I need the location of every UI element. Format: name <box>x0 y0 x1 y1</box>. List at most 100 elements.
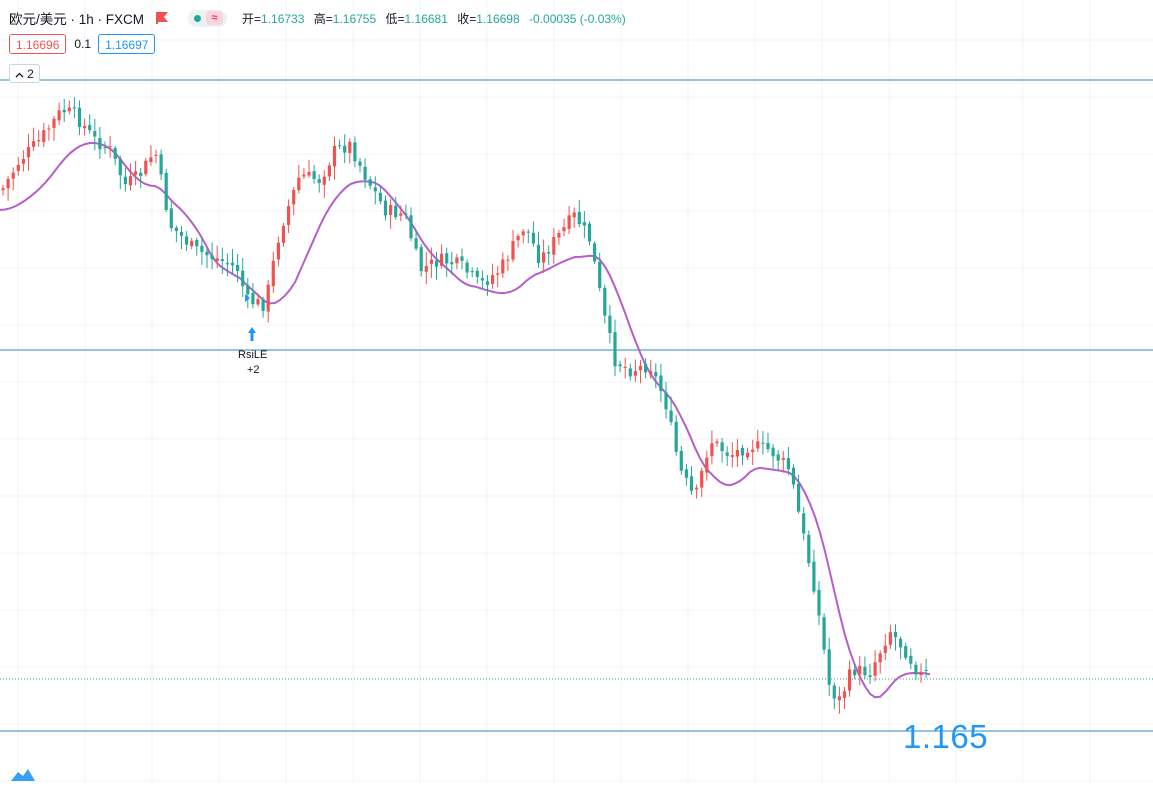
candle-body <box>368 179 372 186</box>
candle-body <box>659 375 663 392</box>
candle-body <box>572 212 576 218</box>
candle-body <box>893 631 898 638</box>
candle-body <box>373 187 377 192</box>
candle-body <box>195 240 199 247</box>
candle-body <box>404 213 408 215</box>
indicators-toggle-button[interactable]: 2 <box>9 64 40 83</box>
candle-body <box>491 275 495 284</box>
candle-body <box>899 638 903 648</box>
candle-body <box>292 190 296 205</box>
candle-body <box>236 265 240 271</box>
candle-body <box>817 589 821 616</box>
candle-body <box>791 467 796 485</box>
candle-body <box>766 443 770 450</box>
candle-body <box>144 160 148 175</box>
candle-body <box>302 174 306 177</box>
candle-body <box>190 240 194 247</box>
candle-body <box>684 469 688 478</box>
candle-body <box>169 208 173 228</box>
signal-label: RsiLE <box>238 349 268 361</box>
candle-body <box>205 251 209 256</box>
candle-body <box>338 145 342 147</box>
candle-body <box>414 238 418 249</box>
candle-body <box>552 237 556 255</box>
candle-body <box>149 157 153 163</box>
candle-body <box>613 332 617 367</box>
candle-body <box>633 371 637 376</box>
candle-body <box>200 245 204 252</box>
candle-body <box>587 223 592 242</box>
candle-body <box>409 215 413 239</box>
buy-button[interactable]: 1.16697 <box>98 34 156 54</box>
candle-body <box>797 483 801 512</box>
candle-body <box>108 146 112 148</box>
candle-body <box>521 231 525 236</box>
candle-body <box>77 107 82 127</box>
market-status[interactable]: ≈ <box>188 9 228 27</box>
candle-body <box>434 260 439 267</box>
flag-icon[interactable] <box>155 12 169 24</box>
candle-body <box>888 632 892 645</box>
candle-body <box>113 148 117 159</box>
candle-body <box>281 225 286 243</box>
candle-body <box>378 192 382 202</box>
candle-body <box>322 176 326 185</box>
candle-body <box>83 126 87 129</box>
candle-body <box>363 166 367 180</box>
sell-button[interactable]: 1.16696 <box>9 34 67 54</box>
candle-body <box>822 617 826 650</box>
candle-body <box>185 236 189 245</box>
candle-body <box>389 205 393 215</box>
candle-body <box>603 287 607 316</box>
candle-body <box>271 260 275 287</box>
close-label: 收= <box>457 11 477 26</box>
candle-body <box>88 125 92 131</box>
signal-quantity: +2 <box>247 364 260 376</box>
candle-body <box>914 664 918 675</box>
candle-body <box>608 315 612 333</box>
candle-body <box>139 172 143 177</box>
candle-body <box>705 457 709 473</box>
candle-body <box>848 669 852 691</box>
candle-body <box>480 278 484 281</box>
candle-body <box>878 653 882 663</box>
candle-body <box>332 145 337 167</box>
chevron-up-icon <box>15 67 24 81</box>
candle-body <box>276 242 280 260</box>
candle-body <box>802 513 806 534</box>
low-value: 1.16681 <box>404 11 448 26</box>
candle-body <box>220 259 224 262</box>
candle-body <box>317 179 321 183</box>
high-value: 1.16755 <box>332 11 377 26</box>
candle-body <box>6 179 10 189</box>
price-annotation[interactable]: 1.165 <box>903 718 989 755</box>
candle-body <box>11 172 15 179</box>
candle-body <box>312 171 316 179</box>
candle-body <box>174 227 178 232</box>
candle-body <box>557 233 561 238</box>
candle-body <box>812 561 816 592</box>
candle-body <box>419 247 423 272</box>
candle-body <box>134 171 138 175</box>
candle-body <box>664 392 668 410</box>
candle-body <box>909 655 913 664</box>
open-value: 1.16733 <box>261 11 305 26</box>
candle-body <box>210 255 214 260</box>
candle-body <box>62 109 66 113</box>
candle-body <box>154 154 158 156</box>
tradingview-logo-icon[interactable] <box>10 766 36 782</box>
candle-body <box>52 118 56 128</box>
candle-body <box>440 253 444 266</box>
candle-body <box>593 243 597 262</box>
candle-body <box>21 159 25 164</box>
symbol-title[interactable]: 欧元/美元 · 1h · FXCM <box>9 12 145 27</box>
candle-body <box>261 299 265 311</box>
candle-body <box>873 662 877 676</box>
candle-body <box>598 261 602 288</box>
candle-body <box>394 205 398 218</box>
candle-body <box>904 646 908 658</box>
candle-body <box>842 691 847 698</box>
chart-legend: 欧元/美元 · 1h · FXCM ≈ 开=1.16733 高=1.16755 … <box>9 9 626 27</box>
candle-body <box>807 534 811 564</box>
